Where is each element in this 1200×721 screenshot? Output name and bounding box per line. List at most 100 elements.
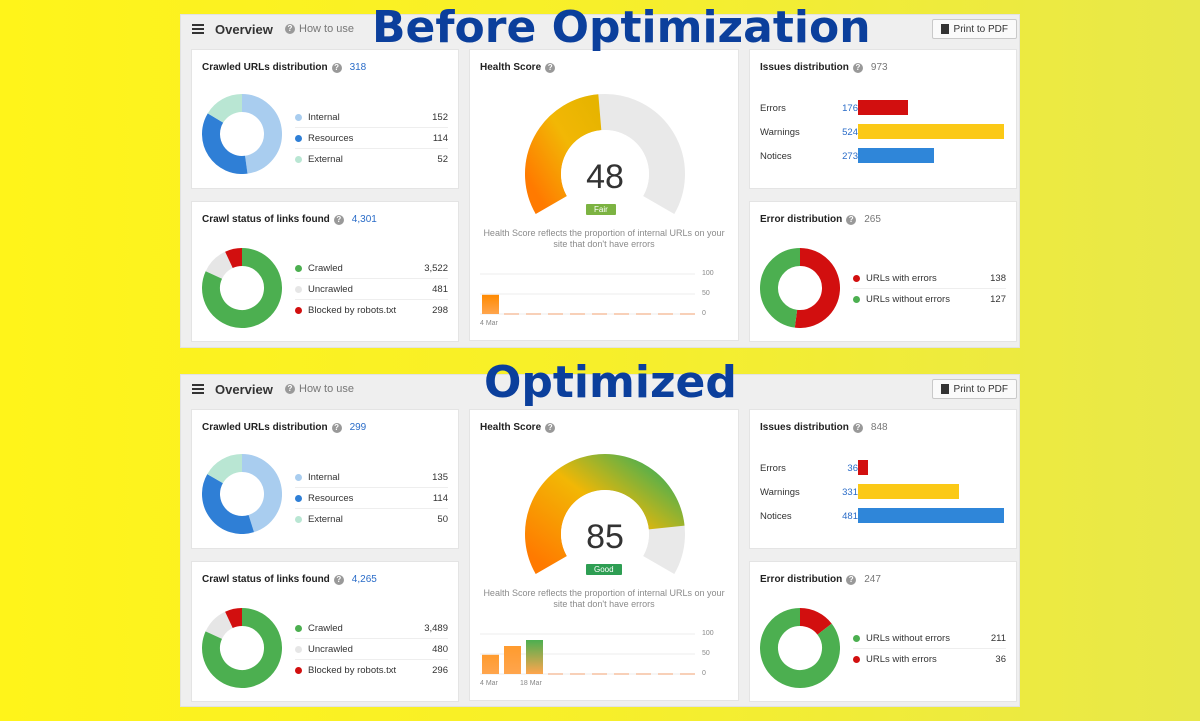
donut-segment-1[interactable] [202, 474, 254, 534]
legend-dot-icon [295, 156, 302, 163]
help-icon[interactable]: ? [333, 214, 344, 225]
donut-segment-1[interactable] [760, 248, 801, 328]
issue-row[interactable]: Notices 481 [760, 504, 1010, 528]
help-icon[interactable]: ? [846, 574, 857, 585]
issue-value[interactable]: 36 [847, 462, 858, 474]
legend-row[interactable]: Crawled 3,522 [295, 258, 448, 279]
legend-label: Crawled [308, 262, 343, 274]
issue-row[interactable]: Notices 273 [760, 144, 1010, 168]
donut-segment-0[interactable] [241, 94, 282, 174]
donut-segment-2[interactable] [207, 454, 243, 484]
legend-label: URLs with errors [866, 654, 937, 665]
legend-value: 36 [995, 654, 1006, 665]
help-icon[interactable]: ? [331, 62, 342, 73]
how-to-use-link[interactable]: ? How to use [285, 383, 354, 395]
health-score-title: Health Score? [480, 422, 556, 433]
print-to-pdf-button[interactable]: Print to PDF [931, 379, 1017, 399]
legend-row[interactable]: External 52 [295, 149, 448, 170]
help-icon[interactable]: ? [333, 574, 344, 585]
donut-segment-2[interactable] [202, 608, 282, 688]
card-count[interactable]: 4,265 [351, 574, 377, 585]
legend-dot-icon [295, 516, 302, 523]
crawl-status-card: Crawl status of links found? 4,265 Crawled… [191, 561, 459, 702]
legend-dot-icon [853, 296, 860, 303]
menu-icon[interactable] [192, 384, 204, 394]
history-bar[interactable] [482, 294, 499, 314]
donut-segment-1[interactable] [225, 608, 243, 629]
legend-dot-icon [853, 274, 860, 282]
how-to-use-link[interactable]: ? How to use [285, 23, 354, 35]
issue-row[interactable]: Warnings 524 [760, 120, 1010, 144]
legend-row[interactable]: Uncrawled 480 [295, 639, 448, 660]
crawl-status-donut [202, 248, 282, 328]
donut-segment-2[interactable] [207, 94, 243, 124]
issue-value[interactable]: 481 [842, 510, 858, 522]
help-icon[interactable]: ? [545, 62, 556, 73]
legend-value: 127 [990, 294, 1006, 305]
card-count[interactable]: 318 [349, 62, 367, 73]
issue-row[interactable]: Errors 36 [760, 456, 1010, 480]
heading-after: Optimized [484, 357, 737, 408]
crawled-title: Crawled URLs distribution? 318 [202, 62, 366, 73]
issue-row[interactable]: Errors 176 [760, 96, 1010, 120]
legend-row[interactable]: Crawled 3,489 [295, 618, 448, 639]
legend-row[interactable]: External 50 [295, 509, 448, 530]
legend-row[interactable]: Internal 135 [295, 467, 448, 488]
issue-row[interactable]: Warnings 331 [760, 480, 1010, 504]
donut-segment-0[interactable] [799, 608, 832, 636]
donut-segment-1[interactable] [760, 608, 840, 688]
card-count[interactable]: 4,301 [351, 214, 377, 225]
issue-value[interactable]: 176 [842, 102, 858, 114]
pdf-icon [940, 24, 949, 34]
error-distribution-card: Error distribution? 265 URLs with errors 13… [749, 201, 1017, 342]
donut-segment-0[interactable] [205, 251, 234, 280]
help-icon[interactable]: ? [852, 62, 863, 73]
legend-value: 298 [432, 305, 448, 316]
issue-label: Notices [760, 510, 792, 522]
print-to-pdf-label: Print to PDF [953, 23, 1008, 35]
legend-label: Blocked by robots.txt [308, 665, 397, 676]
issue-value[interactable]: 524 [842, 126, 858, 138]
donut-segment-2[interactable] [202, 248, 282, 328]
menu-icon[interactable] [192, 24, 204, 34]
health-score-description: Health Score reflects the proportion of … [483, 588, 725, 609]
crawled-legend: Internal 152 Resources 114 External 52 [295, 107, 448, 170]
donut-segment-0[interactable] [205, 611, 234, 640]
legend-row[interactable]: Resources 114 [295, 488, 448, 509]
card-count: 848 [870, 422, 888, 433]
axis-tick: 100 [702, 630, 714, 637]
legend-row[interactable]: Resources 114 [295, 128, 448, 149]
legend-row[interactable]: Internal 152 [295, 107, 448, 128]
date-tick: 18 Mar [520, 680, 542, 687]
issue-value[interactable]: 273 [842, 150, 858, 162]
legend-value: 3,489 [424, 622, 448, 634]
card-count[interactable]: 299 [349, 422, 367, 433]
donut-segment-1[interactable] [202, 113, 248, 174]
help-icon[interactable]: ? [852, 422, 863, 433]
legend-row[interactable]: URLs with errors 138 [853, 268, 1006, 289]
help-icon[interactable]: ? [545, 422, 556, 433]
donut-segment-1[interactable] [225, 248, 243, 269]
legend-row[interactable]: Uncrawled 481 [295, 279, 448, 300]
legend-row[interactable]: URLs without errors 127 [853, 289, 1006, 310]
how-to-use-label: How to use [299, 383, 355, 395]
print-to-pdf-button[interactable]: Print to PDF [931, 19, 1017, 39]
legend-row[interactable]: URLs without errors 211 [853, 628, 1006, 649]
axis-tick: 0 [702, 670, 706, 677]
help-icon[interactable]: ? [331, 422, 342, 433]
crawled-urls-donut [202, 94, 282, 174]
history-bar[interactable] [482, 654, 499, 674]
issue-value[interactable]: 331 [842, 486, 858, 498]
issue-label: Errors [760, 462, 786, 474]
donut-segment-0[interactable] [241, 454, 282, 533]
legend-row[interactable]: Blocked by robots.txt 296 [295, 660, 448, 681]
legend-value: 114 [432, 492, 448, 504]
donut-segment-0[interactable] [794, 248, 840, 328]
legend-row[interactable]: Blocked by robots.txt 298 [295, 300, 448, 321]
legend-dot-icon [853, 656, 860, 663]
history-bar[interactable] [526, 640, 543, 674]
legend-row[interactable]: URLs with errors 36 [853, 649, 1006, 670]
help-icon[interactable]: ? [846, 214, 857, 225]
health-score-value: 85 [586, 518, 624, 556]
history-bar[interactable] [504, 646, 521, 674]
